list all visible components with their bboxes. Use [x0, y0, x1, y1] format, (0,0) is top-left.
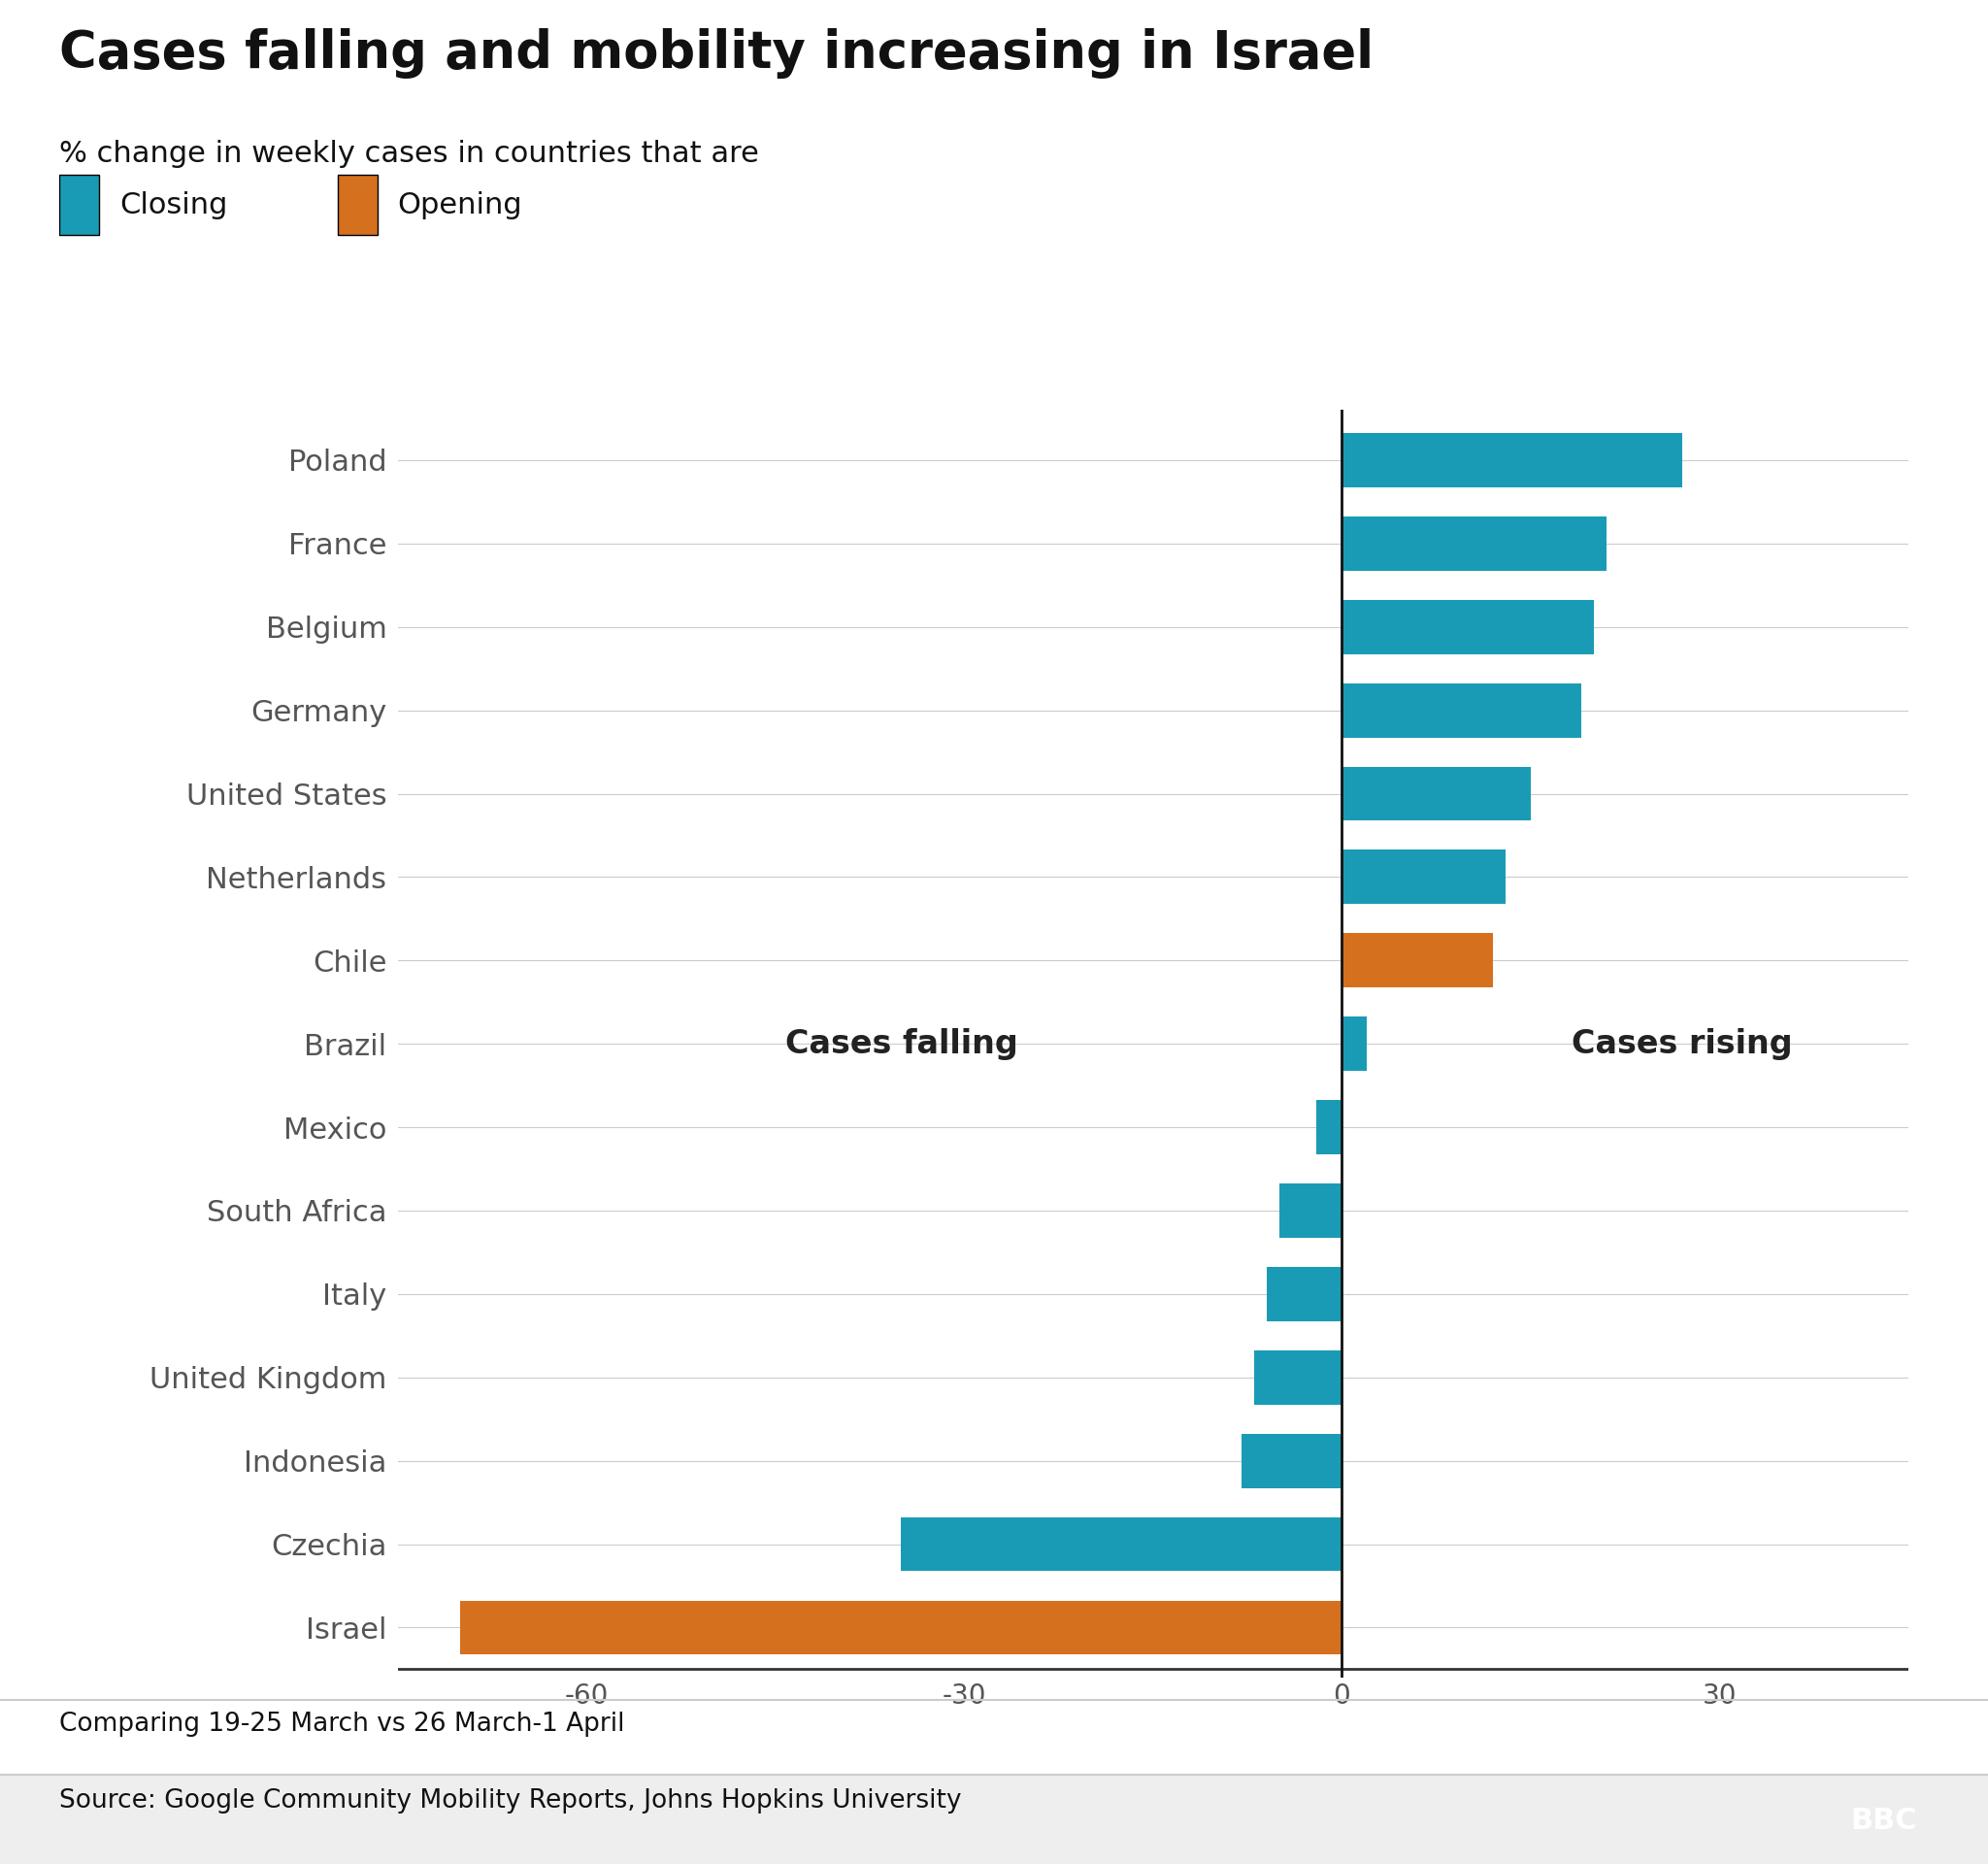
FancyBboxPatch shape — [338, 175, 378, 235]
Bar — [1316, 1100, 1342, 1154]
Text: Cases falling and mobility increasing in Israel: Cases falling and mobility increasing in… — [60, 28, 1374, 78]
Text: Cases rising: Cases rising — [1571, 1027, 1793, 1061]
Text: Closing: Closing — [119, 190, 227, 220]
Bar — [1342, 432, 1682, 487]
Bar — [1241, 1433, 1342, 1487]
FancyBboxPatch shape — [60, 175, 99, 235]
Text: Opening: Opening — [398, 190, 523, 220]
Bar — [1342, 766, 1531, 820]
Bar — [901, 1517, 1342, 1571]
Text: Comparing 19-25 March vs 26 March-1 April: Comparing 19-25 March vs 26 March-1 Apri… — [60, 1711, 624, 1737]
Bar — [1266, 1268, 1342, 1322]
Bar — [1342, 1016, 1368, 1072]
Bar — [1254, 1350, 1342, 1404]
Bar — [1342, 850, 1505, 904]
Text: BBC: BBC — [1851, 1806, 1916, 1836]
Bar — [1342, 516, 1606, 570]
Text: Cases falling: Cases falling — [785, 1027, 1018, 1061]
Bar — [461, 1601, 1342, 1655]
Bar — [1342, 684, 1580, 738]
Text: % change in weekly cases in countries that are: % change in weekly cases in countries th… — [60, 140, 759, 168]
Bar — [1342, 600, 1594, 654]
Bar — [1278, 1184, 1342, 1238]
Text: Source: Google Community Mobility Reports, Johns Hopkins University: Source: Google Community Mobility Report… — [60, 1788, 962, 1814]
Bar — [1342, 934, 1493, 988]
